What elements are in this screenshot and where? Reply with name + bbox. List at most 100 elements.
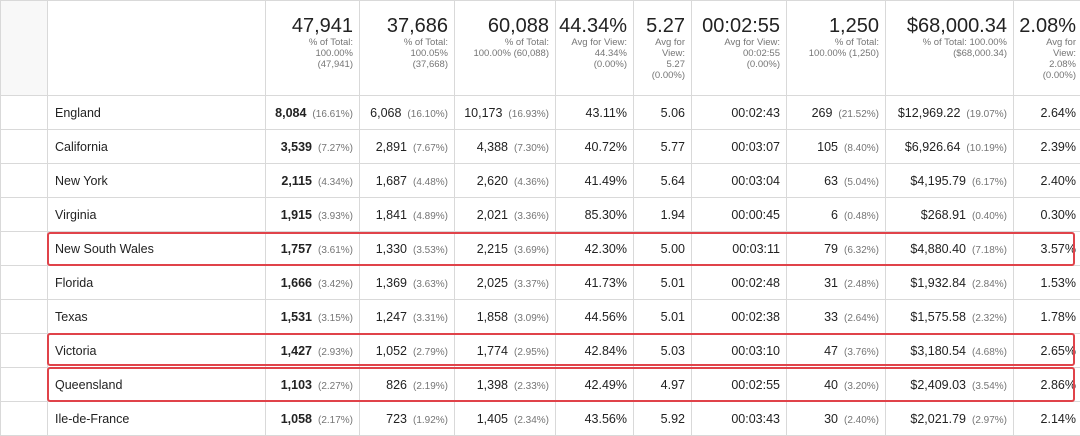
revenue-value: $2,021.79	[910, 412, 966, 426]
conversion-rate-cell: 3.57%	[1014, 232, 1080, 266]
revenue-cell: $1,932.84 (2.84%)	[886, 266, 1014, 300]
revenue-value: $1,932.84	[910, 276, 966, 290]
total-conversion-rate: 2.08%Avg for View: 2.08% (0.00%)	[1014, 1, 1080, 96]
region-name-cell[interactable]: New South Wales	[48, 232, 266, 266]
sessions-value: 1,858	[477, 310, 508, 324]
bounce-rate-value: 41.49%	[585, 174, 627, 188]
sessions-percent: (2.95%)	[514, 347, 549, 358]
total-subtext: Avg for View: 44.34% (0.00%)	[556, 37, 627, 70]
revenue-percent: (2.84%)	[972, 279, 1007, 290]
region-name[interactable]: Queensland	[55, 378, 122, 392]
region-name[interactable]: California	[55, 140, 108, 154]
sessions-cell: 1,774(2.95%)	[455, 334, 556, 368]
region-name[interactable]: New York	[55, 174, 108, 188]
row-gutter-cell	[1, 232, 48, 266]
sessions-value: 1,398	[477, 378, 508, 392]
new-users-cell: 1,841(4.89%)	[360, 198, 455, 232]
users-value: 1,103	[281, 378, 312, 392]
avg-session-duration-value: 00:02:55	[731, 378, 780, 392]
transactions-value: 30	[824, 412, 838, 426]
users-percent: (2.27%)	[318, 381, 353, 392]
users-value: 8,084	[275, 106, 306, 120]
new-users-cell: 1,687(4.48%)	[360, 164, 455, 198]
users-value: 2,115	[281, 174, 312, 188]
region-name[interactable]: New South Wales	[55, 242, 154, 256]
row-gutter-cell	[1, 368, 48, 402]
avg-session-duration-value: 00:02:48	[731, 276, 780, 290]
conversion-rate-value: 2.65%	[1041, 344, 1076, 358]
new-users-percent: (1.92%)	[413, 415, 448, 426]
region-name-cell[interactable]: Victoria	[48, 334, 266, 368]
pages-per-session-cell: 5.92	[634, 402, 692, 436]
conversion-rate-value: 2.40%	[1041, 174, 1076, 188]
region-name-cell[interactable]: Florida	[48, 266, 266, 300]
region-name[interactable]: Texas	[55, 310, 88, 324]
total-bounce-rate: 44.34%Avg for View: 44.34% (0.00%)	[556, 1, 634, 96]
avg-session-duration-cell: 00:02:43	[692, 96, 787, 130]
region-name-cell[interactable]: New York	[48, 164, 266, 198]
total-sessions: 60,088% of Total: 100.00% (60,088)	[455, 1, 556, 96]
sessions-cell: 2,215(3.69%)	[455, 232, 556, 266]
region-name[interactable]: England	[55, 106, 101, 120]
region-name-cell[interactable]: Virginia	[48, 198, 266, 232]
region-name[interactable]: Florida	[55, 276, 93, 290]
pages-per-session-cell: 5.06	[634, 96, 692, 130]
transactions-value: 105	[817, 140, 838, 154]
new-users-percent: (7.67%)	[413, 143, 448, 154]
region-name[interactable]: Ile-de-France	[55, 412, 129, 426]
region-name[interactable]: Virginia	[55, 208, 96, 222]
bounce-rate-cell: 85.30%	[556, 198, 634, 232]
region-name-cell[interactable]: Ile-de-France	[48, 402, 266, 436]
new-users-value: 1,052	[376, 344, 407, 358]
revenue-cell: $2,021.79(2.97%)	[886, 402, 1014, 436]
bounce-rate-value: 42.84%	[585, 344, 627, 358]
pages-per-session-value: 5.77	[661, 140, 685, 154]
transactions-percent: (0.48%)	[844, 211, 879, 222]
users-percent: (2.93%)	[318, 347, 353, 358]
bounce-rate-value: 41.73%	[585, 276, 627, 290]
transactions-cell: 79(6.32%)	[787, 232, 886, 266]
users-value: 1,757	[281, 242, 312, 256]
conversion-rate-value: 2.39%	[1041, 140, 1076, 154]
transactions-percent: (5.04%)	[844, 177, 879, 188]
total-subtext: Avg for View: 2.08% (0.00%)	[1014, 37, 1076, 81]
region-name-cell[interactable]: Texas	[48, 300, 266, 334]
region-name-cell[interactable]: Queensland	[48, 368, 266, 402]
sessions-cell: 10,173(16.93%)	[455, 96, 556, 130]
avg-session-duration-value: 00:02:43	[731, 106, 780, 120]
conversion-rate-cell: 2.40%	[1014, 164, 1080, 198]
table-row: Ile-de-France 1,058(2.17%) 723(1.92%) 1,…	[1, 402, 1080, 436]
revenue-cell: $2,409.03(3.54%)	[886, 368, 1014, 402]
avg-session-duration-cell: 00:02:55	[692, 368, 787, 402]
sessions-percent: (2.33%)	[514, 381, 549, 392]
users-cell: 1,915(3.93%)	[266, 198, 360, 232]
table-row: New York 2,115(4.34%) 1,687(4.48%) 2,620…	[1, 164, 1080, 198]
new-users-cell: 1,247(3.31%)	[360, 300, 455, 334]
pages-per-session-cell: 5.03	[634, 334, 692, 368]
revenue-percent: (4.68%)	[972, 347, 1007, 358]
pages-per-session-value: 1.94	[661, 208, 685, 222]
avg-session-duration-value: 00:03:07	[731, 140, 780, 154]
revenue-value: $12,969.22	[898, 106, 961, 120]
pages-per-session-cell: 5.77	[634, 130, 692, 164]
new-users-percent: (4.89%)	[413, 211, 448, 222]
transactions-cell: 30(2.40%)	[787, 402, 886, 436]
transactions-cell: 40(3.20%)	[787, 368, 886, 402]
users-cell: 8,084(16.61%)	[266, 96, 360, 130]
avg-session-duration-cell: 00:03:43	[692, 402, 787, 436]
transactions-value: 33	[824, 310, 838, 324]
conversion-rate-value: 2.86%	[1041, 378, 1076, 392]
region-name-cell[interactable]: England	[48, 96, 266, 130]
sessions-percent: (3.36%)	[514, 211, 549, 222]
pages-per-session-value: 5.06	[661, 106, 685, 120]
total-subtext: % of Total: 100.00% (47,941)	[266, 37, 353, 70]
region-name-cell[interactable]: California	[48, 130, 266, 164]
revenue-cell: $4,880.40(7.18%)	[886, 232, 1014, 266]
region-name[interactable]: Victoria	[55, 344, 96, 358]
users-value: 1,915	[281, 208, 312, 222]
users-value: 1,531	[281, 310, 312, 324]
bounce-rate-value: 40.72%	[585, 140, 627, 154]
transactions-percent: (21.52%)	[838, 109, 879, 120]
new-users-value: 1,247	[376, 310, 407, 324]
sessions-value: 2,620	[477, 174, 508, 188]
